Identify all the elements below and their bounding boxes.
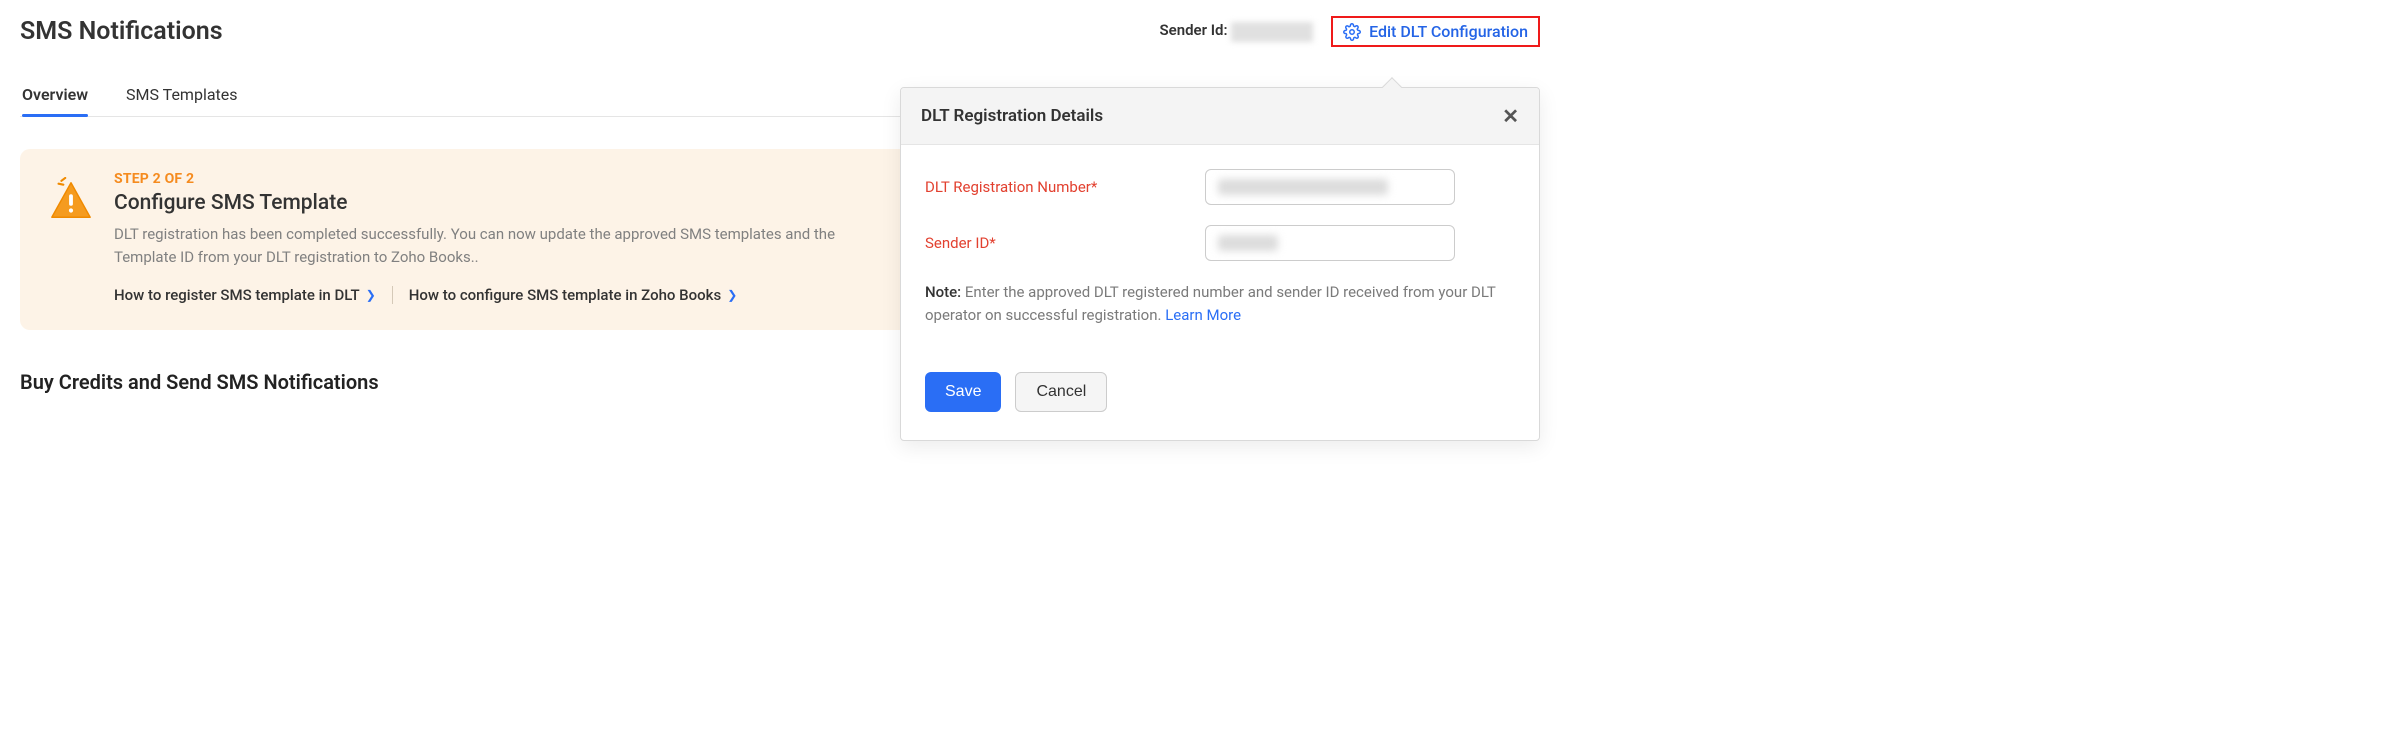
- sender-id-label: Sender Id:: [1159, 21, 1227, 39]
- cancel-button[interactable]: Cancel: [1015, 372, 1107, 412]
- dlt-registration-popover: DLT Registration Details ✕ DLT Registrat…: [900, 87, 1540, 441]
- header-right: Sender Id: Edit DLT Configuration: [1159, 16, 1540, 47]
- edit-dlt-configuration-button[interactable]: Edit DLT Configuration: [1331, 16, 1540, 47]
- dlt-registration-number-label: DLT Registration Number*: [925, 178, 1205, 196]
- help-link-configure-zoho[interactable]: How to configure SMS template in Zoho Bo…: [409, 286, 737, 304]
- save-button[interactable]: Save: [925, 372, 1001, 412]
- note-label: Note:: [925, 283, 961, 301]
- separator: [392, 286, 393, 304]
- gear-icon: [1343, 23, 1361, 41]
- warning-icon: [48, 177, 94, 227]
- help-link-register-dlt[interactable]: How to register SMS template in DLT ❯: [114, 286, 376, 304]
- sender-id-value: [1231, 22, 1313, 42]
- banner-description: DLT registration has been completed succ…: [114, 223, 874, 268]
- page-title: SMS Notifications: [20, 17, 223, 46]
- help-link-label: How to configure SMS template in Zoho Bo…: [409, 286, 721, 304]
- chevron-right-icon: ❯: [366, 288, 376, 302]
- tab-sms-templates[interactable]: SMS Templates: [126, 85, 237, 116]
- sender-id-input-label: Sender ID*: [925, 234, 1205, 252]
- popover-title: DLT Registration Details: [921, 106, 1103, 126]
- chevron-right-icon: ❯: [727, 288, 737, 302]
- edit-dlt-label: Edit DLT Configuration: [1369, 22, 1528, 41]
- dlt-registration-number-input[interactable]: [1205, 169, 1455, 205]
- sender-id-input[interactable]: [1205, 225, 1455, 261]
- help-link-label: How to register SMS template in DLT: [114, 286, 360, 304]
- tab-overview[interactable]: Overview: [22, 85, 88, 116]
- learn-more-link[interactable]: Learn More: [1165, 306, 1241, 324]
- note-text: Note: Enter the approved DLT registered …: [925, 281, 1515, 328]
- sender-id-group: Sender Id:: [1159, 21, 1313, 41]
- close-icon[interactable]: ✕: [1502, 104, 1519, 128]
